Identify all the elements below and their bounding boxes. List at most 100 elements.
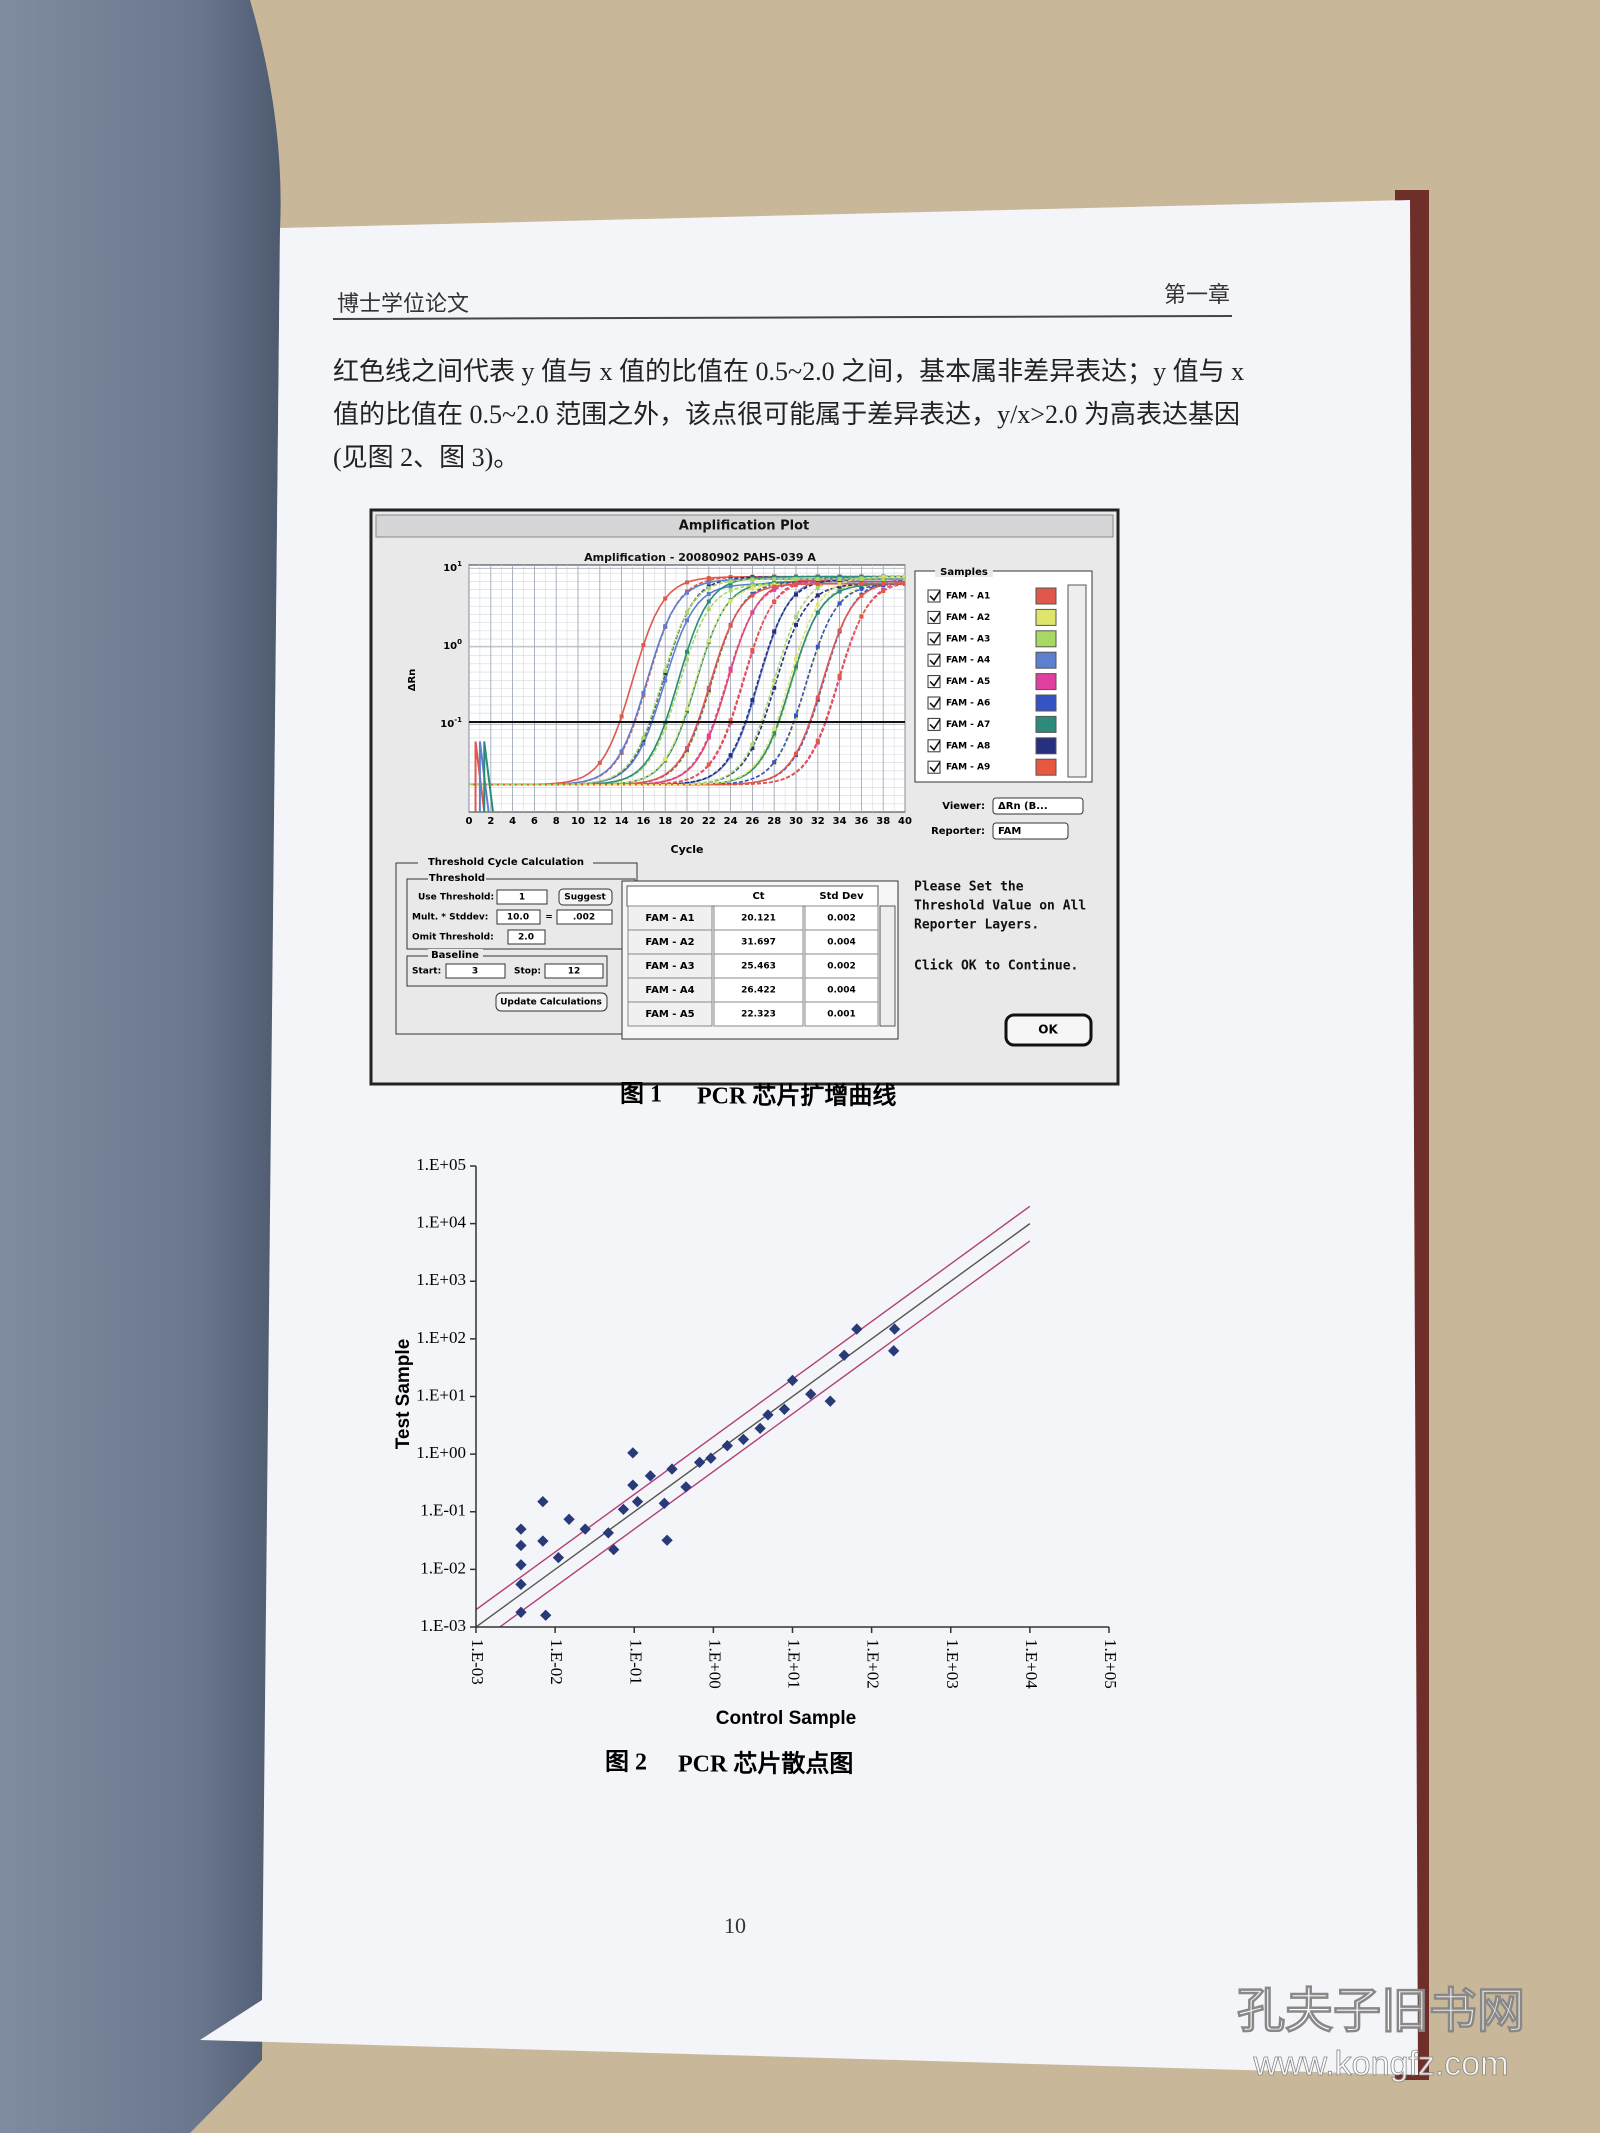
input[interactable] bbox=[496, 889, 548, 905]
check bbox=[929, 590, 941, 602]
table-value: 22.323 bbox=[741, 1010, 776, 1020]
window-title: Amplification Plot bbox=[679, 519, 809, 534]
input[interactable] bbox=[507, 929, 546, 945]
checkbox[interactable] bbox=[927, 739, 941, 753]
paragraph: 红色线之间代表 y 值与 x 值的比值在 0.5~2.0 之间，基本属非差异表达… bbox=[333, 357, 1244, 472]
figure-2: 1.E-03 1.E-02 1.E-01 1.E+00 1.E+01 1.E+02 1.E+… bbox=[393, 1155, 1120, 1729]
scatter-point bbox=[888, 1345, 900, 1357]
watermark-logo: 孔夫子旧书网 bbox=[1237, 1983, 1525, 2039]
curve-marker bbox=[706, 690, 711, 695]
input[interactable] bbox=[445, 963, 506, 979]
checkbox[interactable] bbox=[927, 760, 941, 774]
tick-exponent: -1 bbox=[454, 716, 462, 724]
ok-button[interactable] bbox=[1004, 1013, 1093, 1047]
stop-label: Stop: bbox=[514, 967, 541, 977]
scatter-point bbox=[762, 1409, 774, 1421]
table-cell bbox=[627, 953, 713, 979]
x-tick-label: 6 bbox=[531, 816, 538, 827]
table-cell bbox=[627, 929, 713, 955]
sample-name: FAM - A3 bbox=[946, 634, 990, 644]
scatter-point bbox=[515, 1523, 527, 1535]
scatter-point bbox=[602, 1527, 614, 1539]
scatter-point bbox=[666, 1463, 678, 1475]
scatter-point bbox=[644, 1470, 657, 1482]
x-tick-label: 24 bbox=[724, 816, 738, 827]
baseline-title: Baseline bbox=[431, 950, 479, 961]
curve-marker bbox=[728, 599, 733, 604]
message-line: Please Set the bbox=[914, 880, 1024, 895]
scatter-point bbox=[540, 1609, 552, 1621]
baseline-box bbox=[406, 955, 608, 987]
header-rule bbox=[332, 315, 1233, 320]
table-cell bbox=[804, 929, 879, 955]
checkbox[interactable] bbox=[927, 632, 941, 646]
row-name: FAM - A3 bbox=[645, 961, 694, 972]
sample-name: FAM - A7 bbox=[946, 720, 990, 730]
reporter-dropdown[interactable] bbox=[992, 822, 1069, 840]
checkbox[interactable] bbox=[927, 696, 941, 710]
sample-name: FAM - A1 bbox=[946, 592, 990, 602]
scatter-point bbox=[693, 1456, 706, 1469]
table-value: 0.002 bbox=[827, 962, 855, 972]
scatter-point bbox=[579, 1523, 591, 1535]
curve-marker bbox=[706, 733, 711, 738]
viewer-value: ΔRn (B... bbox=[998, 801, 1048, 812]
y-tick-label: 1.E+00 bbox=[416, 1443, 466, 1462]
x-tick-label: 30 bbox=[789, 816, 803, 827]
checkbox[interactable] bbox=[927, 610, 941, 624]
row-name: FAM - A4 bbox=[645, 985, 694, 996]
checkbox[interactable] bbox=[927, 717, 941, 731]
message-line: Reporter Layers. bbox=[914, 918, 1039, 933]
scatter-point bbox=[805, 1388, 817, 1400]
curve-line bbox=[469, 578, 905, 786]
ratio-line bbox=[476, 1205, 1031, 1611]
scatter-point bbox=[838, 1349, 850, 1361]
checkbox[interactable] bbox=[927, 675, 941, 689]
table-value: 0.004 bbox=[827, 986, 855, 996]
y-tick-label: 1.E-02 bbox=[420, 1558, 466, 1577]
table-value: 31.697 bbox=[741, 938, 776, 948]
sample-name: FAM - A9 bbox=[946, 763, 990, 773]
x-tick-label: 20 bbox=[680, 816, 694, 827]
table-scrollbar[interactable] bbox=[879, 905, 896, 1027]
x-tick-label: 14 bbox=[615, 816, 629, 827]
samples-title: Samples bbox=[940, 567, 988, 578]
sample-name: FAM - A5 bbox=[946, 677, 990, 687]
table-cell bbox=[713, 929, 804, 955]
y-axis-label: ΔRn bbox=[407, 669, 418, 692]
suggest-button[interactable] bbox=[558, 888, 613, 906]
checkbox[interactable] bbox=[927, 589, 941, 603]
x-tick-label: 32 bbox=[811, 816, 825, 827]
tick-base: 10 bbox=[443, 563, 457, 574]
input[interactable] bbox=[544, 963, 604, 979]
curve-marker bbox=[772, 587, 777, 592]
input[interactable] bbox=[496, 909, 541, 925]
page-paper bbox=[200, 200, 1418, 2075]
omit-label: Omit Threshold: bbox=[412, 933, 494, 943]
figure-1-number: 图 1 bbox=[620, 1081, 662, 1108]
figure-2-number: 图 2 bbox=[605, 1749, 647, 1776]
scatter-point bbox=[786, 1374, 799, 1387]
curve-marker bbox=[772, 760, 777, 765]
table-cell bbox=[713, 977, 804, 1003]
x-tick-label: 1.E+05 bbox=[1101, 1639, 1120, 1689]
paragraph-line: 红色线之间代表 y 值与 x 值的比值在 0.5~2.0 之间，基本属非差异表达… bbox=[333, 357, 1244, 386]
header-right: 第一章 bbox=[1164, 282, 1230, 307]
mult-value: 10.0 bbox=[507, 913, 529, 923]
checkbox[interactable] bbox=[927, 653, 941, 667]
scrollbar[interactable] bbox=[1067, 584, 1087, 778]
table-value: 0.002 bbox=[827, 914, 855, 924]
group-title-bg bbox=[418, 856, 593, 869]
curve-marker bbox=[794, 577, 798, 582]
check bbox=[929, 761, 941, 773]
y-tick-label: 1.E-03 bbox=[420, 1616, 466, 1635]
scatter-point bbox=[888, 1323, 901, 1335]
start-value: 3 bbox=[472, 967, 478, 977]
check bbox=[929, 697, 941, 709]
baseline-noise bbox=[483, 741, 494, 812]
x-tick-label: 1.E+00 bbox=[705, 1639, 724, 1689]
y-tick-label: 1.E-01 bbox=[420, 1501, 466, 1520]
figure-2-caption: PCR 芯片散点图 bbox=[678, 1751, 853, 1778]
update-button[interactable] bbox=[495, 992, 608, 1012]
viewer-dropdown[interactable] bbox=[992, 797, 1084, 815]
